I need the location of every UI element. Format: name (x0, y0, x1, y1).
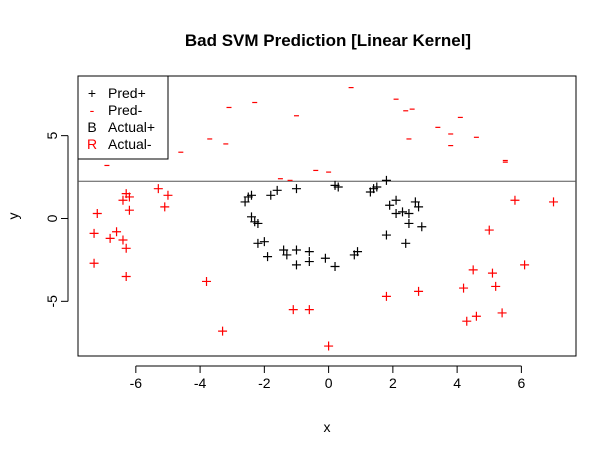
point-actual (510, 195, 520, 205)
point-pred (253, 238, 263, 248)
legend-symbol: + (88, 85, 96, 101)
point-actual (468, 265, 478, 275)
point-actual (124, 192, 134, 202)
point-pred (282, 250, 292, 260)
x-tick-label: -4 (194, 375, 207, 391)
x-axis-label: x (324, 419, 331, 435)
point-pred (263, 252, 273, 262)
point-actual (105, 233, 115, 243)
point-actual (118, 195, 128, 205)
legend-label: Pred- (108, 102, 143, 118)
point-pred (291, 245, 301, 255)
x-tick-label: 6 (517, 375, 525, 391)
x-tick-label: -6 (130, 375, 143, 391)
point-actual (218, 326, 228, 336)
point-actual (304, 305, 314, 315)
point-pred (246, 190, 256, 200)
point-pred (291, 260, 301, 270)
point-actual (462, 316, 472, 326)
point-actual (163, 190, 173, 200)
point-pred (417, 222, 427, 232)
point-pred (404, 218, 414, 228)
point-actual (121, 271, 131, 281)
point-actual (89, 228, 99, 238)
point-pred (272, 185, 282, 195)
point-actual (484, 225, 494, 235)
point-pred (240, 197, 250, 207)
point-actual (288, 305, 298, 315)
point-pred (372, 182, 382, 192)
data-points-layer (89, 86, 559, 351)
legend-symbol: R (87, 136, 97, 152)
point-actual (497, 308, 507, 318)
plot-frame (77, 75, 577, 357)
point-pred (381, 175, 391, 185)
x-tick-label: 0 (325, 375, 333, 391)
point-actual (471, 311, 481, 321)
point-actual (153, 184, 163, 194)
legend-symbol: - (90, 102, 95, 118)
point-pred (333, 182, 343, 192)
point-actual (324, 341, 334, 351)
legend: + Pred+- Pred- B Actual+ R Actual- (77, 75, 169, 160)
y-tick-label: 5 (44, 132, 60, 140)
point-pred (279, 245, 289, 255)
point-actual (202, 276, 212, 286)
point-actual (112, 227, 122, 237)
legend-label: Pred+ (108, 85, 146, 101)
point-actual (549, 197, 559, 207)
point-actual (124, 205, 134, 215)
x-tick-label: -2 (258, 375, 271, 391)
point-pred (330, 262, 340, 272)
point-pred (410, 197, 420, 207)
axes-layer: -6 -4 -2 0 2 4 6 -5 0 5 (44, 132, 525, 391)
point-actual (121, 243, 131, 253)
point-pred (385, 200, 395, 210)
point-pred (391, 195, 401, 205)
point-actual (89, 258, 99, 268)
point-actual (381, 291, 391, 301)
point-actual (414, 286, 424, 296)
chart-title: Bad SVM Prediction [Linear Kernel] (185, 31, 471, 50)
point-pred (401, 238, 411, 248)
point-pred (398, 207, 408, 217)
point-pred (266, 190, 276, 200)
point-actual (118, 235, 128, 245)
point-pred (259, 237, 269, 247)
point-pred (304, 257, 314, 267)
legend-label: Actual- (108, 136, 152, 152)
legend-symbol: B (87, 119, 96, 135)
y-axis-label: y (5, 213, 21, 220)
point-actual (92, 209, 102, 219)
point-pred (246, 212, 256, 222)
point-actual (491, 281, 501, 291)
x-tick-label: 2 (389, 375, 397, 391)
point-pred (414, 202, 424, 212)
point-actual (520, 260, 530, 270)
point-pred (391, 209, 401, 219)
legend-label: Actual+ (108, 119, 155, 135)
point-pred (320, 253, 330, 263)
point-pred (291, 184, 301, 194)
point-pred (353, 247, 363, 257)
y-tick-label: 0 (44, 214, 60, 222)
y-tick-label: -5 (44, 295, 60, 308)
point-actual (487, 268, 497, 278)
point-pred (304, 247, 314, 257)
point-actual (160, 202, 170, 212)
point-pred (381, 230, 391, 240)
point-pred (404, 209, 414, 219)
legend-box (77, 75, 169, 160)
x-tick-label: 4 (453, 375, 461, 391)
point-actual (459, 283, 469, 293)
point-pred (253, 218, 263, 228)
